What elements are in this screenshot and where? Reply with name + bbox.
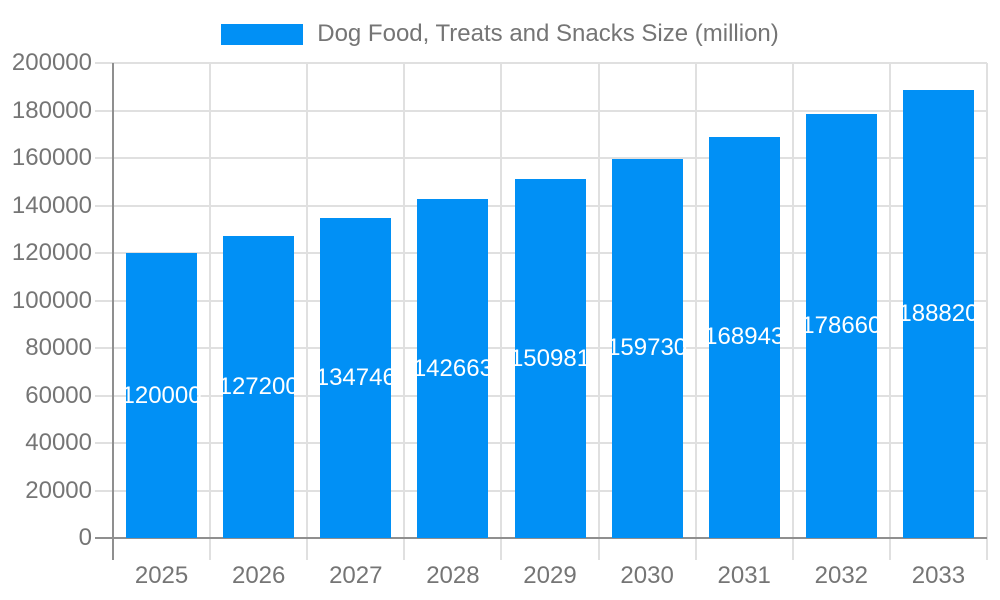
- bar: 168943: [704, 136, 784, 538]
- bar: 178660: [801, 113, 881, 538]
- x-axis-tick-label: 2025: [134, 562, 189, 589]
- x-axis-tick-label: 2031: [717, 562, 771, 589]
- legend: Dog Food, Treats and Snacks Size (millio…: [0, 20, 1000, 48]
- bar: 134746: [316, 217, 396, 538]
- y-axis-tick-label: 120000: [11, 239, 92, 266]
- bar-value-label: 142663: [412, 354, 493, 382]
- x-gridline: [597, 63, 600, 560]
- x-gridline: [403, 63, 406, 560]
- x-gridline: [306, 63, 309, 560]
- y-gridline: [95, 109, 987, 112]
- bar: 142663: [413, 199, 493, 538]
- x-axis-tick-label: 2027: [329, 562, 383, 589]
- y-gridline: [95, 157, 987, 159]
- bar-value-label: 134746: [315, 363, 396, 391]
- y-axis-tick-label: 100000: [11, 286, 92, 314]
- bar: 188820: [898, 89, 978, 538]
- bar-value-label: 168943: [704, 323, 785, 351]
- y-axis-tick-label: 20000: [25, 476, 92, 504]
- bar-value-label: 150981: [509, 344, 591, 372]
- legend-label: Dog Food, Treats and Snacks Size (millio…: [317, 20, 779, 47]
- y-axis-tick-label: 0: [78, 524, 92, 551]
- bar: 127200: [219, 235, 299, 538]
- x-axis-tick-label: 2030: [620, 562, 674, 589]
- x-axis-tick-label: 2032: [814, 562, 869, 589]
- x-gridline: [791, 63, 794, 560]
- x-gridline: [888, 63, 891, 560]
- bar: 120000: [122, 253, 202, 538]
- y-gridline: [95, 62, 987, 64]
- x-gridline: [986, 63, 988, 560]
- x-axis-tick-label: 2029: [523, 562, 577, 589]
- bar: 159730: [607, 158, 687, 538]
- bar-value-label: 127200: [218, 372, 299, 400]
- x-gridline: [209, 63, 212, 560]
- y-axis-tick-label: 200000: [11, 49, 92, 76]
- x-axis-tick-label: 2033: [911, 562, 966, 589]
- bar-value-label: 178660: [801, 311, 882, 339]
- y-axis-tick-label: 40000: [25, 429, 92, 456]
- x-axis-line: [95, 537, 987, 539]
- y-axis-tick-label: 60000: [25, 381, 92, 409]
- y-axis-tick-label: 160000: [11, 144, 92, 171]
- y-axis-tick-label: 180000: [11, 96, 92, 124]
- bar-value-label: 120000: [121, 381, 202, 409]
- bar-value-label: 159730: [607, 334, 688, 362]
- bar-value-label: 188820: [898, 299, 979, 327]
- y-axis-line: [112, 63, 114, 560]
- x-gridline: [500, 63, 503, 560]
- y-axis-tick-label: 140000: [11, 191, 92, 219]
- y-axis-tick-label: 80000: [25, 334, 92, 361]
- x-axis-tick-label: 2028: [426, 562, 480, 589]
- x-gridline: [694, 63, 697, 560]
- bar: 150981: [510, 179, 590, 538]
- x-axis-tick-label: 2026: [231, 562, 286, 589]
- legend-swatch: [221, 23, 304, 45]
